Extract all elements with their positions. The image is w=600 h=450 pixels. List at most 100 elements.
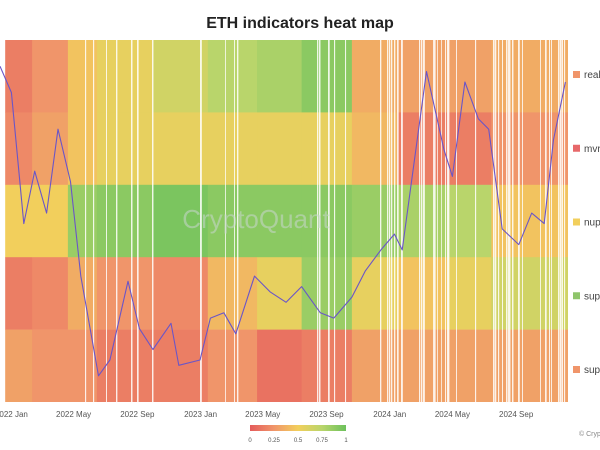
heat-cell (32, 184, 69, 258)
white-stripes (85, 40, 566, 402)
gap-stripe (475, 40, 477, 402)
heat-cell (491, 184, 568, 258)
gap-stripe (394, 40, 396, 402)
legend: real mvr nup sup sup (573, 70, 600, 376)
heat-cell (446, 184, 492, 258)
legend-swatch (573, 366, 580, 373)
legend-label: sup (584, 291, 600, 302)
gap-stripe (508, 40, 509, 402)
gap-stripe (319, 40, 321, 402)
heat-cell (301, 257, 353, 330)
colorbar-tick-label: 1 (344, 438, 348, 444)
heat-cell (152, 257, 209, 330)
gap-stripe (225, 40, 226, 402)
legend-swatch (573, 71, 580, 78)
heat-cell (257, 112, 303, 186)
heat-cell (207, 112, 258, 186)
gap-stripe (549, 40, 551, 402)
gap-stripe (512, 40, 514, 402)
heat-cell (67, 40, 98, 113)
heat-cell (5, 40, 33, 113)
heat-cell (207, 184, 258, 258)
x-tick-label: 2024 May (435, 410, 470, 419)
heat-cell (351, 184, 398, 258)
heat-cell (5, 184, 33, 258)
legend-swatch (573, 292, 580, 300)
gap-stripe (423, 40, 425, 402)
heat-cell (32, 40, 69, 113)
gap-stripe (456, 40, 457, 402)
gap-stripe (518, 40, 520, 402)
gap-stripe (397, 40, 399, 402)
gap-stripe (558, 40, 560, 402)
gap-stripe (93, 40, 95, 402)
heat-cell (207, 257, 258, 330)
heat-cell (67, 112, 98, 186)
gap-stripe (317, 40, 319, 402)
gap-stripe (137, 40, 139, 402)
heat-cell (351, 112, 398, 186)
heat-cell (152, 184, 209, 258)
heat-cell (491, 112, 568, 186)
heat-cell (5, 329, 33, 402)
gap-stripe (437, 40, 438, 402)
legend-label: real (584, 70, 600, 81)
heat-cell (446, 112, 492, 186)
heat-cell (301, 40, 353, 113)
gap-stripe (560, 40, 562, 402)
colorbar-tick-label: 0.25 (268, 438, 280, 444)
gap-stripe (106, 40, 107, 402)
gap-stripe (152, 40, 154, 402)
heat-cell (301, 184, 353, 258)
chart-title: ETH indicators heat map (206, 15, 394, 32)
price-line (0, 65, 566, 377)
gap-stripe (498, 40, 500, 402)
x-tick-label: 2023 Sep (309, 410, 344, 419)
gap-stripe (419, 40, 421, 402)
gap-stripe (434, 40, 436, 402)
gap-stripe (493, 40, 495, 402)
heat-cell (257, 184, 303, 258)
colorbar-tick-label: 0 (248, 438, 252, 444)
heat-cell (67, 257, 98, 330)
legend-label: mvr (584, 144, 600, 155)
heat-cell (96, 40, 154, 113)
x-tick-label: 2024 Sep (499, 410, 534, 419)
gap-stripe (448, 40, 450, 402)
x-tick-label: 2023 May (245, 410, 280, 419)
gap-stripe (234, 40, 235, 402)
heat-cell (67, 184, 98, 258)
colorbar-gradient (250, 425, 346, 431)
heat-cell (491, 257, 568, 330)
colorbar: 0 0.25 0.5 0.75 1 (248, 425, 348, 444)
heat-cell (257, 329, 303, 402)
gap-stripe (85, 40, 87, 402)
gap-stripe (116, 40, 118, 402)
heat-cell (301, 329, 353, 402)
x-tick-label: 2024 Jan (373, 410, 406, 419)
legend-label: sup (584, 365, 600, 376)
gap-stripe (495, 40, 497, 402)
heat-cell (96, 184, 154, 258)
heat-cell (207, 40, 258, 113)
gap-stripe (380, 40, 382, 402)
gap-stripe (447, 40, 449, 402)
heat-cell (152, 40, 209, 113)
gap-stripe (551, 40, 552, 402)
heat-cell (446, 40, 492, 113)
gap-stripe (387, 40, 389, 402)
gap-stripe (401, 40, 403, 402)
gap-stripe (445, 40, 447, 402)
heat-cell (446, 329, 492, 402)
gap-stripe (562, 40, 564, 402)
x-axis-ticks: 2022 Jan 2022 May 2022 Sep 2023 Jan 2023 May… (0, 410, 534, 419)
gap-stripe (441, 40, 442, 402)
heat-cell (351, 257, 398, 330)
legend-label: nup (584, 218, 600, 229)
heat-cell (32, 257, 69, 330)
gap-stripe (506, 40, 508, 402)
heat-cell (351, 40, 398, 113)
gap-stripe (237, 40, 239, 402)
colorbar-tick-label: 0.75 (316, 438, 328, 444)
